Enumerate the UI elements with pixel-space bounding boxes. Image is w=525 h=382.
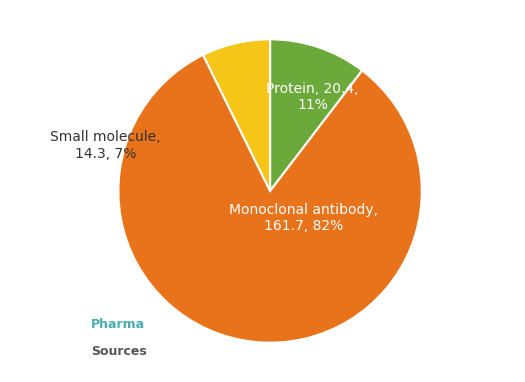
Text: Sources: Sources — [91, 345, 147, 358]
Text: Monoclonal antibody,
161.7, 82%: Monoclonal antibody, 161.7, 82% — [229, 203, 378, 233]
Wedge shape — [203, 39, 270, 191]
Text: Protein, 20.4,
11%: Protein, 20.4, 11% — [266, 82, 359, 112]
Wedge shape — [119, 55, 422, 343]
Wedge shape — [270, 39, 362, 191]
Text: Small molecule,
14.3, 7%: Small molecule, 14.3, 7% — [50, 130, 161, 160]
Text: Pharma: Pharma — [91, 317, 145, 330]
